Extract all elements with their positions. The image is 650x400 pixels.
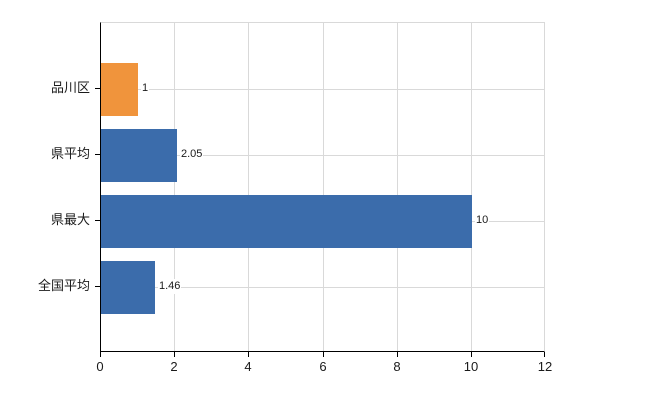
x-tick-mark xyxy=(397,352,398,357)
x-tick-label: 0 xyxy=(96,359,104,374)
x-tick-mark xyxy=(100,352,101,357)
x-tick-label: 6 xyxy=(319,359,327,374)
x-tick-mark xyxy=(174,352,175,357)
bar-value-label: 1.46 xyxy=(158,279,182,294)
bar-value-label: 10 xyxy=(475,213,490,228)
bar xyxy=(101,195,472,248)
x-tick-label: 2 xyxy=(170,359,178,374)
x-tick-mark xyxy=(248,352,249,357)
grid-line-vertical xyxy=(323,23,324,351)
grid-line-horizontal xyxy=(101,287,544,288)
x-tick-mark xyxy=(471,352,472,357)
bar-value-label: 1 xyxy=(141,81,150,96)
grid-line-vertical xyxy=(174,23,175,351)
x-tick-mark xyxy=(544,352,545,357)
bar-value-label: 2.05 xyxy=(180,147,204,162)
grid-line-vertical xyxy=(248,23,249,351)
category-label: 全国平均 xyxy=(37,278,90,293)
grid-line-horizontal xyxy=(101,89,544,90)
plot-area: 1 2.05 10 1.46 xyxy=(100,22,545,352)
bar xyxy=(101,261,155,314)
grid-line-horizontal xyxy=(101,155,544,156)
grid-line-vertical xyxy=(471,23,472,351)
y-tick-mark xyxy=(95,88,100,89)
bar xyxy=(101,63,138,116)
category-label: 品川区 xyxy=(50,80,90,95)
y-tick-mark xyxy=(95,220,100,221)
x-tick-label: 4 xyxy=(244,359,252,374)
category-label: 県最大 xyxy=(50,212,90,227)
category-label: 県平均 xyxy=(50,146,90,161)
bar xyxy=(101,129,177,182)
y-tick-mark xyxy=(95,286,100,287)
x-tick-label: 8 xyxy=(393,359,401,374)
x-tick-mark xyxy=(323,352,324,357)
x-tick-label: 10 xyxy=(463,359,479,374)
grid-line-vertical xyxy=(397,23,398,351)
y-tick-mark xyxy=(95,154,100,155)
x-tick-label: 12 xyxy=(537,359,553,374)
